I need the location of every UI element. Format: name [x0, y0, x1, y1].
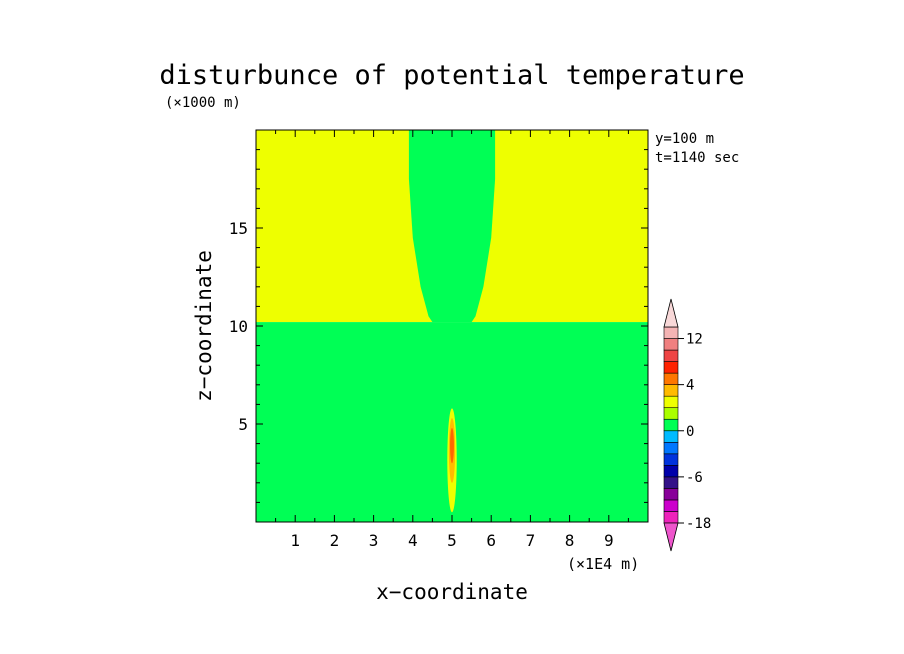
colorbar-tick-label: 12: [686, 332, 703, 348]
y-tick-label: 15: [229, 219, 248, 238]
colorbar-tick-label: -18: [686, 516, 711, 532]
y-tick-label: 5: [238, 415, 248, 434]
x-tick-label: 1: [290, 531, 300, 550]
colorbar-segment: [663, 349, 679, 362]
colorbar-segment: [663, 453, 679, 466]
x-tick-label: 4: [408, 531, 418, 550]
colorbar-segment: [663, 465, 679, 478]
colorbar-segment: [663, 511, 679, 524]
x-axis-label: x−coordinate: [376, 580, 528, 604]
chart-title: disturbunce of potential temperature: [159, 60, 744, 91]
annotation-y: y=100 m: [655, 131, 714, 147]
x-tick-label: 6: [486, 531, 496, 550]
colorbar-tick-label: 4: [686, 378, 694, 394]
y-unit-label: (×1000 m): [165, 95, 241, 111]
colorbar-segment: [663, 338, 679, 351]
hot-spot-layer-2: [450, 427, 454, 464]
colorbar-segment: [663, 384, 679, 397]
colorbar-segment: [663, 395, 679, 409]
colorbar-segment: [663, 430, 679, 443]
x-tick-label: 9: [604, 531, 614, 550]
y-axis-ticks: 5 10 15: [229, 129, 648, 523]
colorbar-under-arrow: [663, 522, 679, 552]
x-tick-label: 8: [565, 531, 575, 550]
x-tick-label: 5: [447, 531, 457, 550]
colorbar-segment: [663, 476, 679, 489]
colorbar-tick-label: 0: [686, 424, 694, 440]
colorbar-over-arrow: [663, 298, 679, 328]
colorbar-segment: [663, 361, 679, 374]
plot-area: [255, 129, 649, 523]
y-tick-label: 10: [229, 317, 248, 336]
x-tick-label: 2: [330, 531, 340, 550]
colorbar-segment: [663, 407, 679, 420]
colorbar: 12 4 0 -6 -18: [663, 298, 711, 552]
plume-region: [408, 130, 496, 323]
colorbar-segment: [663, 418, 679, 432]
annotation-t: t=1140 sec: [655, 150, 739, 166]
x-axis-ticks: 1 2 3 4 5 6 7 8 9: [255, 130, 649, 550]
colorbar-tick-label: -6: [686, 470, 703, 486]
colorbar-segment: [663, 488, 679, 501]
x-tick-label: 3: [369, 531, 379, 550]
y-axis-label: z−coordinate: [192, 250, 216, 402]
x-tick-label: 7: [526, 531, 536, 550]
colorbar-segment: [663, 499, 679, 512]
x-unit-label: (×1E4 m): [567, 555, 639, 573]
colorbar-segment: [663, 441, 679, 455]
colorbar-segment: [663, 326, 679, 339]
colorbar-segment: [663, 372, 679, 385]
